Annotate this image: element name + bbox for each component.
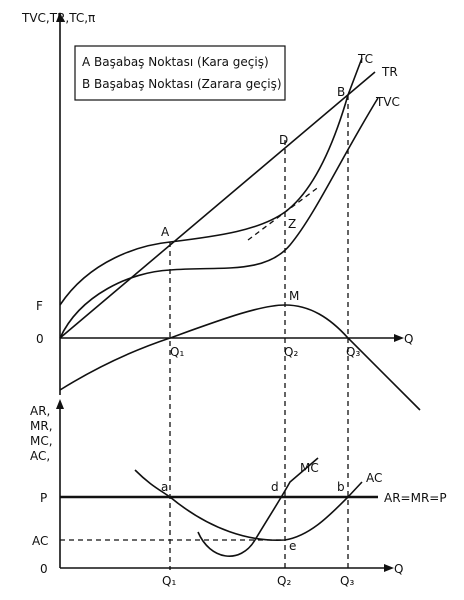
axis-label: TVC,TR,TC,π	[21, 11, 95, 25]
q-label: Q₃	[346, 345, 360, 359]
x-axis-label: Q	[394, 562, 403, 576]
origin: 0	[36, 332, 44, 346]
axis-label: MR,	[30, 419, 53, 433]
curve-label: TR	[381, 65, 398, 79]
curve-label: AR=MR=P	[384, 491, 447, 505]
axis-label: MC,	[30, 434, 53, 448]
q-label: Q₃	[340, 574, 354, 588]
point-label: F	[36, 299, 43, 313]
point-label: e	[289, 539, 296, 553]
q-label: Q₁	[170, 345, 184, 359]
q-label: Q₂	[284, 345, 298, 359]
labels: TVC,TR,TC,π A Başabaş Noktası (Kara geçi…	[21, 11, 447, 588]
point-label: Z	[288, 217, 296, 231]
point-label: A	[161, 225, 170, 239]
curve-label: TC	[357, 52, 373, 66]
point-label: a	[161, 480, 168, 494]
point-label: b	[337, 480, 345, 494]
axis-label: AC,	[30, 449, 50, 463]
x-axis-label: Q	[404, 332, 413, 346]
y-label: AC	[32, 534, 48, 548]
q-label: Q₂	[277, 574, 291, 588]
legend-item: B Başabaş Noktası (Zarara geçiş)	[82, 77, 282, 91]
q-label: Q₁	[162, 574, 176, 588]
point-label: d	[271, 480, 279, 494]
curve-label: TVC	[375, 95, 400, 109]
origin: 0	[40, 562, 48, 576]
point-label: B	[337, 85, 345, 99]
legend-item: A Başabaş Noktası (Kara geçiş)	[82, 55, 269, 69]
axis-label: AR,	[30, 404, 50, 418]
point-label: D	[279, 133, 288, 147]
curves	[59, 57, 421, 570]
legend-box	[74, 45, 286, 101]
y-label: P	[40, 491, 47, 505]
point-label: M	[289, 289, 299, 303]
axes	[56, 12, 404, 572]
curve-label: MC	[300, 461, 319, 475]
curve-label: AC	[366, 471, 382, 485]
